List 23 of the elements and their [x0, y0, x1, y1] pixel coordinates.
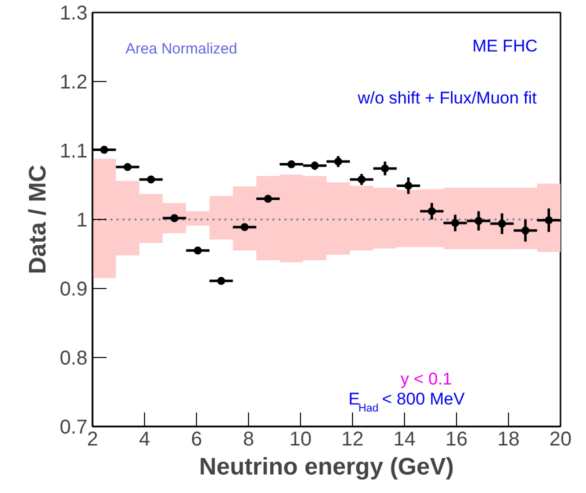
x-tick-label: 6	[190, 428, 202, 450]
x-tick-label: 18	[497, 428, 520, 450]
y-tick-label: 0.8	[60, 348, 88, 370]
annotation: y < 0.1	[400, 370, 452, 388]
x-tick-label: 20	[549, 428, 572, 450]
y-tick-label: 1.2	[60, 72, 88, 94]
x-tick-label: 2	[86, 428, 98, 450]
x-tick-label: 10	[289, 428, 312, 450]
annotation: ME FHC	[472, 36, 538, 56]
y-tick-label: 1.3	[60, 2, 88, 24]
y-tick-label: 1.1	[60, 140, 88, 162]
annotation: w/o shift + Flux/Muon fit	[356, 88, 538, 108]
x-axis-title: Neutrino energy (GeV)	[199, 454, 454, 480]
y-axis-title: Data / MC	[24, 164, 52, 274]
x-tick-label: 4	[138, 428, 150, 450]
y-tick-label: 0.9	[60, 278, 88, 300]
x-tick-label: 14	[393, 428, 416, 450]
annotation: Area Normalized	[126, 40, 238, 58]
x-tick-label: 12	[341, 428, 364, 450]
x-tick-label: 16	[445, 428, 468, 450]
y-tick-label: 1	[76, 210, 88, 232]
x-tick-label: 8	[242, 428, 254, 450]
y-tick-label: 0.7	[60, 416, 88, 438]
